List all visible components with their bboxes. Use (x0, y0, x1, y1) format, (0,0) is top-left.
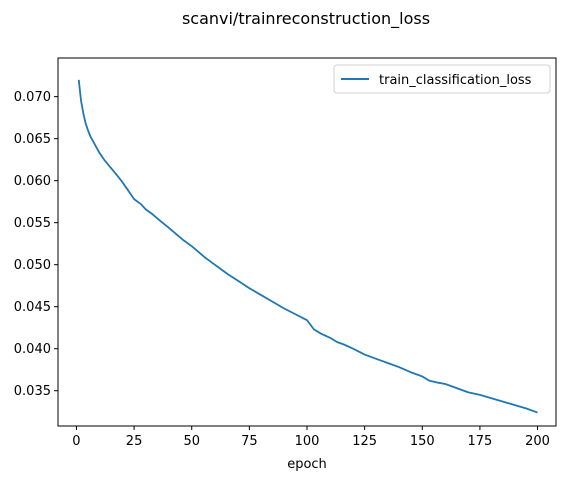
chart-title: scanvi/trainreconstruction_loss (182, 9, 430, 29)
x-tick-label: 75 (241, 434, 258, 449)
x-tick-label: 175 (468, 434, 493, 449)
series-line-0 (77, 79, 538, 414)
legend-label: train_classification_loss (379, 73, 532, 88)
x-tick-label: 0 (72, 434, 80, 449)
series-layer (77, 79, 538, 414)
y-tick-label: 0.035 (14, 384, 51, 399)
y-tick-label: 0.055 (14, 216, 51, 231)
y-tick-label: 0.070 (14, 90, 51, 105)
y-tick-label: 0.065 (14, 132, 51, 147)
y-tick-label: 0.060 (14, 174, 51, 189)
x-tick-label: 25 (126, 434, 143, 449)
x-tick-label: 100 (295, 434, 320, 449)
legend: train_classification_loss (333, 64, 551, 94)
y-tick-label: 0.050 (14, 258, 51, 273)
x-tick-label: 200 (525, 434, 550, 449)
x-tick-label: 125 (352, 434, 377, 449)
legend-box (333, 64, 551, 94)
y-tick-label: 0.040 (14, 342, 51, 357)
x-tick-label: 150 (410, 434, 435, 449)
x-tick-label: 50 (183, 434, 200, 449)
plot-area (57, 57, 557, 427)
x-axis: 0 25 50 75 100 125 150 175 200 (72, 426, 550, 449)
x-axis-label: epoch (287, 457, 327, 472)
y-tick-label: 0.045 (14, 300, 51, 315)
y-axis: 0.035 0.040 0.045 0.050 0.055 0.060 0.065 0.070 (14, 90, 58, 399)
